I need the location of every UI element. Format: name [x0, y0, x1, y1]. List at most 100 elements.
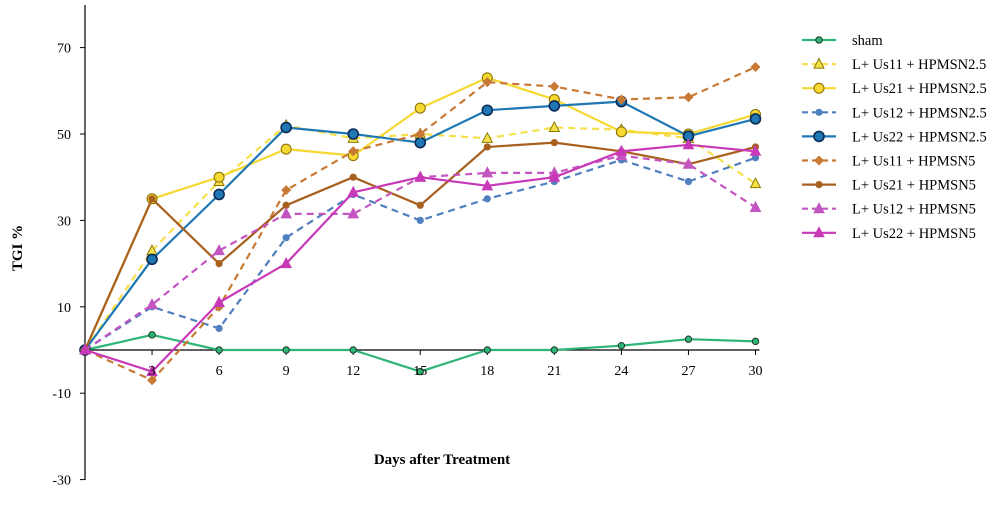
x-tick-label: 3 [149, 364, 156, 379]
legend-label: sham [852, 33, 883, 49]
data-point [349, 173, 357, 181]
data-point [79, 343, 91, 355]
legend-label: L+ Us22 + HPMSN5 [852, 226, 976, 242]
data-point [280, 207, 292, 219]
data-point [282, 234, 290, 242]
x-tick-label: 6 [216, 364, 223, 379]
data-point [481, 179, 494, 191]
y-tick-label: 50 [57, 128, 71, 143]
y-tick-label: 10 [57, 301, 71, 316]
series-line [84, 156, 756, 351]
data-point [481, 166, 494, 178]
data-point [215, 346, 223, 354]
data-point [347, 128, 360, 140]
y-tick-label: 70 [57, 42, 71, 57]
data-point [617, 341, 626, 350]
legend-item: L+ Us12 + HPMSN2.5 [802, 105, 987, 121]
data-point [751, 154, 760, 162]
y-tick-label: -30 [52, 474, 71, 489]
data-point [146, 298, 158, 310]
series-1 [81, 331, 760, 376]
data-point [414, 170, 427, 182]
data-point [548, 170, 561, 182]
data-point [416, 216, 424, 224]
tick-label-layer: -30 -10 10 30 50 70 3 6 9 12 15 18 21 24 27 30 [52, 42, 762, 489]
data-point [414, 102, 426, 114]
x-tick-label: 21 [547, 364, 561, 379]
legend-marker [815, 108, 823, 116]
data-point [147, 375, 158, 386]
legend-label: L+ Us12 + HPMSN2.5 [852, 105, 987, 121]
legend-item: L+ Us22 + HPMSN5 [802, 226, 976, 242]
legend-marker [813, 57, 825, 69]
legend-label: L+ Us22 + HPMSN2.5 [852, 129, 987, 145]
legend-marker [815, 181, 823, 189]
legend-label: L+ Us11 + HPMSN5 [852, 154, 975, 170]
x-tick-label: 27 [681, 364, 695, 379]
data-point [483, 195, 491, 203]
series-line [84, 65, 756, 382]
y-axis-title: TGI % [10, 225, 26, 271]
series-4 [81, 154, 760, 354]
data-point [550, 346, 559, 354]
data-point [482, 77, 493, 88]
legend-item: L+ Us11 + HPMSN2.5 [802, 57, 986, 73]
y-tick-label: -10 [52, 387, 71, 402]
x-tick-label: 18 [480, 364, 494, 379]
data-point [548, 120, 561, 133]
x-tick-label: 30 [749, 364, 763, 379]
legend-label: L+ Us11 + HPMSN2.5 [852, 57, 986, 73]
legend-label: L+ Us21 + HPMSN2.5 [852, 81, 987, 97]
data-point [280, 257, 292, 269]
data-point [615, 126, 627, 138]
data-point [148, 331, 156, 339]
data-point [749, 144, 762, 156]
series-9 [79, 138, 762, 377]
data-point [213, 295, 225, 307]
legend-marker [813, 226, 825, 238]
data-point [146, 253, 158, 266]
data-point [615, 144, 628, 156]
legend-item: L+ Us21 + HPMSN2.5 [802, 81, 987, 97]
data-point [282, 201, 290, 209]
data-point [684, 177, 693, 186]
data-point [415, 129, 426, 139]
legend-item: sham [802, 33, 883, 49]
data-point [148, 195, 156, 203]
legend-marker [813, 202, 825, 214]
x-tick-label: 15 [413, 364, 427, 379]
y-tick-label: 30 [57, 214, 71, 229]
data-point [213, 171, 225, 183]
data-point [682, 157, 695, 169]
data-point [213, 244, 225, 256]
series-2 [79, 118, 762, 355]
data-point [483, 346, 491, 354]
data-point [616, 94, 627, 105]
data-point [349, 346, 357, 354]
data-point [683, 92, 694, 103]
data-point [146, 365, 158, 377]
legend-marker [815, 36, 823, 44]
series-layer [79, 62, 762, 386]
data-point [751, 337, 760, 346]
data-point [416, 201, 424, 209]
legend-item: L+ Us21 + HPMSN5 [802, 178, 976, 194]
data-point [416, 367, 424, 376]
data-point [347, 207, 360, 219]
data-point [280, 121, 292, 134]
data-point [282, 346, 290, 354]
x-axis-title: Days after Treatment [374, 452, 510, 468]
legend-item: L+ Us11 + HPMSN5 [802, 154, 975, 170]
axes-layer [80, 5, 760, 481]
legend: sham L+ Us11 + HPMSN2.5 L+ Us21 + HPMSN2.5… [802, 33, 987, 242]
x-tick-label: 12 [346, 364, 360, 379]
data-point [749, 113, 762, 125]
data-point [550, 139, 558, 147]
x-tick-label: 9 [283, 364, 290, 379]
data-point [348, 146, 359, 157]
data-point [347, 185, 360, 197]
data-point [684, 335, 693, 343]
data-point [215, 324, 223, 332]
data-point [749, 200, 762, 212]
